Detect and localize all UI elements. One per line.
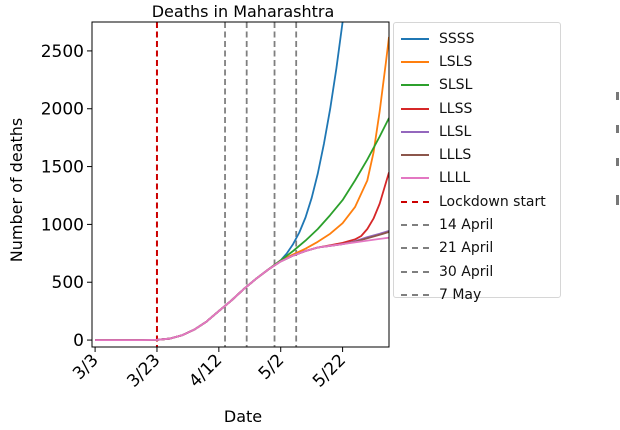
y-tick-label: 2000 xyxy=(41,100,84,120)
x-tick-label: 3/3 xyxy=(69,350,102,383)
legend-swatch xyxy=(401,270,429,273)
x-tick-label: 5/22 xyxy=(309,350,350,391)
legend-label: LLLL xyxy=(439,170,471,187)
legend-label: 7 May xyxy=(439,286,482,303)
x-tick-label: 4/12 xyxy=(185,350,226,391)
legend-swatch xyxy=(401,224,429,227)
legend-item: SLSL xyxy=(394,74,560,97)
x-tick-label: 3/23 xyxy=(123,350,164,391)
legend-swatch xyxy=(401,130,429,133)
series-line-lsls xyxy=(95,36,389,342)
plot-frame xyxy=(91,21,390,348)
legend-item: LLLS xyxy=(394,143,560,166)
legend-swatch xyxy=(401,200,429,203)
legend-swatch xyxy=(401,293,429,296)
legend-swatch xyxy=(401,37,429,40)
x-axis-label: Date xyxy=(224,407,262,426)
plot-area xyxy=(95,22,389,347)
chart-title: Deaths in Maharashtra xyxy=(152,2,335,21)
legend-swatch xyxy=(401,247,429,250)
legend-label: Lockdown start xyxy=(439,193,546,210)
legend-label: LSLS xyxy=(439,53,473,70)
legend-item: SSSS xyxy=(394,27,560,50)
legend-item: Lockdown start xyxy=(394,190,560,213)
legend-label: 21 April xyxy=(439,240,494,257)
y-tick-label: 0 xyxy=(73,331,84,351)
legend-swatch xyxy=(401,177,429,180)
legend-item: 7 May xyxy=(394,283,560,306)
legend-item: 14 April xyxy=(394,213,560,236)
y-tick-label: 500 xyxy=(52,273,84,293)
legend-swatch xyxy=(401,154,429,157)
chart-legend: SSSS LSLS SLSL LLSS LLSL LLLS LLLL Lockdown sta… xyxy=(393,22,561,303)
legend-label: 30 April xyxy=(439,263,494,280)
edge-artifact xyxy=(616,158,619,166)
series-line-slsl xyxy=(95,117,389,342)
legend-swatch xyxy=(401,107,429,110)
legend-swatch xyxy=(401,60,429,63)
x-tick-label: 5/2 xyxy=(255,350,288,383)
legend-item: LSLS xyxy=(394,50,560,73)
series-line-llsl xyxy=(95,229,389,342)
y-tick-label: 2500 xyxy=(41,42,84,62)
y-tick-label: 1000 xyxy=(41,215,84,235)
legend-swatch xyxy=(401,84,429,87)
legend-item: LLSS xyxy=(394,97,560,120)
legend-label: 14 April xyxy=(439,217,494,234)
legend-label: LLLS xyxy=(439,147,472,164)
legend-item: LLLL xyxy=(394,167,560,190)
y-tick-label: 1500 xyxy=(41,158,84,178)
legend-item: 30 April xyxy=(394,260,560,283)
edge-artifact xyxy=(616,92,619,100)
series-line-llls xyxy=(95,231,389,342)
legend-label: LLSL xyxy=(439,123,472,140)
legend-label: SLSL xyxy=(439,77,473,94)
series-line-ssss xyxy=(95,22,344,342)
series-line-llll xyxy=(95,236,389,342)
legend-label: LLSS xyxy=(439,100,473,117)
y-axis-label: Number of deaths xyxy=(7,118,26,262)
legend-label: SSSS xyxy=(439,30,475,47)
legend-item: 21 April xyxy=(394,237,560,260)
legend-item: LLSL xyxy=(394,120,560,143)
edge-artifact xyxy=(616,125,619,133)
edge-artifact xyxy=(616,195,619,205)
